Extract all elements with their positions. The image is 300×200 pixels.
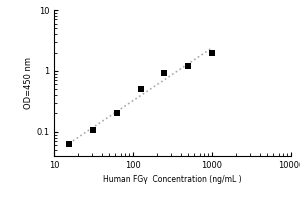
Point <box>67 143 72 146</box>
Point <box>91 129 95 132</box>
Y-axis label: OD=450 nm: OD=450 nm <box>24 57 33 109</box>
Point <box>210 51 214 54</box>
Point <box>186 64 190 68</box>
Point <box>138 88 143 91</box>
X-axis label: Human FGγ  Concentration (ng/mL ): Human FGγ Concentration (ng/mL ) <box>103 175 242 184</box>
Point <box>162 71 167 74</box>
Point <box>115 112 119 115</box>
